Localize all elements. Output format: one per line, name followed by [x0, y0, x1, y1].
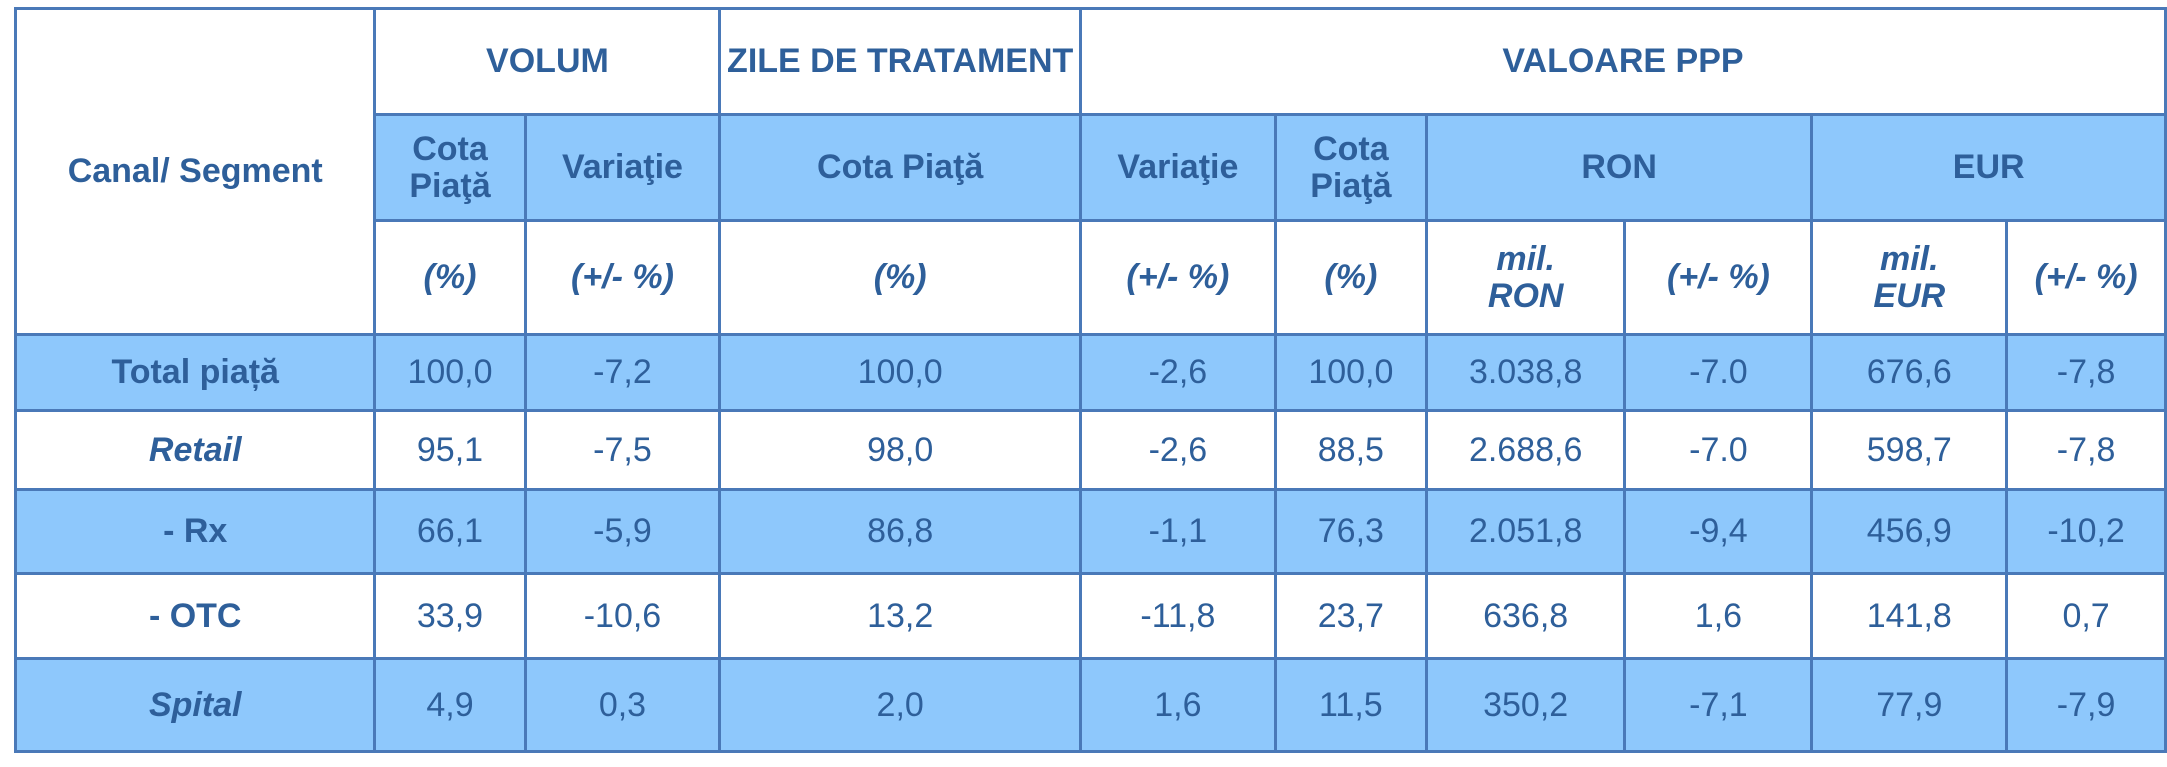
row-label: - Rx: [13, 488, 377, 575]
table-cell: 2,0: [718, 657, 1082, 753]
subheader-valoare-variatie: Variaţie: [1078, 113, 1277, 222]
group-header-zile: ZILE DE TRATAMENT: [718, 7, 1082, 116]
table-cell: -7,1: [1623, 657, 1814, 753]
table-cell: 88,5: [1273, 409, 1428, 491]
table-cell: 66,1: [373, 488, 527, 575]
table-cell: 100,0: [1273, 333, 1428, 412]
table-cell: 456,9: [1810, 488, 2009, 575]
subheader-zile-cota: Cota Piaţă: [718, 113, 1082, 222]
table-cell: -10,2: [2005, 488, 2167, 575]
table-cell: 676,6: [1810, 333, 2009, 412]
row-label: Total piață: [13, 333, 377, 412]
table-cell: 100,0: [718, 333, 1082, 412]
table-cell: 33,9: [373, 572, 527, 660]
table-row: - Rx 66,1 -5,9 86,8 -1,1 76,3 2.051,8 -9…: [13, 488, 2167, 575]
market-table-wrapper: Canal/ Segment VOLUM ZILE DE TRATAMENT V…: [13, 7, 2167, 753]
table-cell: -2,6: [1078, 409, 1277, 491]
table-cell: 2.688,6: [1424, 409, 1627, 491]
row-label: Retail: [13, 409, 377, 491]
unit-cell: (+/- %): [2005, 219, 2167, 336]
table-cell: 0,7: [2005, 572, 2167, 660]
table-cell: -7.0: [1623, 333, 1814, 412]
table-cell: 598,7: [1810, 409, 2009, 491]
table-cell: 95,1: [373, 409, 527, 491]
table-cell: -7,5: [523, 409, 722, 491]
table-cell: 11,5: [1273, 657, 1428, 753]
unit-cell: (%): [1273, 219, 1428, 336]
table-cell: 98,0: [718, 409, 1082, 491]
table-cell: 77,9: [1810, 657, 2009, 753]
table-cell: 350,2: [1424, 657, 1627, 753]
table-cell: -2,6: [1078, 333, 1277, 412]
table-cell: 13,2: [718, 572, 1082, 660]
table-row: Spital 4,9 0,3 2,0 1,6 11,5 350,2 -7,1 7…: [13, 657, 2167, 753]
table-cell: -10,6: [523, 572, 722, 660]
corner-header-canal-segment: Canal/ Segment: [13, 7, 377, 336]
table-cell: 4,9: [373, 657, 527, 753]
table-cell: 76,3: [1273, 488, 1428, 575]
table-cell: -1,1: [1078, 488, 1277, 575]
table-cell: -5,9: [523, 488, 722, 575]
table-cell: -11,8: [1078, 572, 1277, 660]
table-cell: -7,8: [2005, 409, 2167, 491]
unit-cell: mil. RON: [1424, 219, 1627, 336]
table-cell: -7,2: [523, 333, 722, 412]
unit-cell: (+/- %): [523, 219, 722, 336]
table-cell: 636,8: [1424, 572, 1627, 660]
subheader-ron: RON: [1424, 113, 1814, 222]
table-cell: 3.038,8: [1424, 333, 1627, 412]
table-row: - OTC 33,9 -10,6 13,2 -11,8 23,7 636,8 1…: [13, 572, 2167, 660]
unit-cell: (%): [718, 219, 1082, 336]
unit-cell: (+/- %): [1078, 219, 1277, 336]
row-label: - OTC: [13, 572, 377, 660]
subheader-valoare-cota: Cota Piaţă: [1273, 113, 1428, 222]
table-cell: -7.0: [1623, 409, 1814, 491]
table-cell: 23,7: [1273, 572, 1428, 660]
group-header-volum: VOLUM: [373, 7, 722, 116]
table-cell: 0,3: [523, 657, 722, 753]
table-cell: 2.051,8: [1424, 488, 1627, 575]
table-cell: 100,0: [373, 333, 527, 412]
subheader-volum-variatie: Variaţie: [523, 113, 722, 222]
subheader-eur: EUR: [1810, 113, 2167, 222]
table-cell: 86,8: [718, 488, 1082, 575]
row-label: Spital: [13, 657, 377, 753]
table-cell: 1,6: [1623, 572, 1814, 660]
table-row: Retail 95,1 -7,5 98,0 -2,6 88,5 2.688,6 …: [13, 409, 2167, 491]
unit-cell: mil. EUR: [1810, 219, 2009, 336]
unit-cell: (%): [373, 219, 527, 336]
table-cell: -7,8: [2005, 333, 2167, 412]
table-cell: 141,8: [1810, 572, 2009, 660]
table-cell: -7,9: [2005, 657, 2167, 753]
market-table: Canal/ Segment VOLUM ZILE DE TRATAMENT V…: [13, 7, 2167, 753]
table-cell: -9,4: [1623, 488, 1814, 575]
unit-cell: (+/- %): [1623, 219, 1814, 336]
table-cell: 1,6: [1078, 657, 1277, 753]
table-row: Total piață 100,0 -7,2 100,0 -2,6 100,0 …: [13, 333, 2167, 412]
subheader-volum-cota: Cota Piaţă: [373, 113, 527, 222]
group-header-valoare: VALOARE PPP: [1078, 7, 2167, 116]
